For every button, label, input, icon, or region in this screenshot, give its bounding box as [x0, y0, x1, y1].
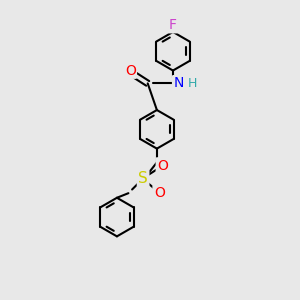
Text: O: O — [157, 159, 168, 172]
Text: H: H — [188, 77, 197, 90]
Text: S: S — [138, 171, 148, 186]
Text: F: F — [169, 18, 177, 32]
Text: O: O — [125, 64, 136, 77]
Text: O: O — [154, 186, 165, 200]
Text: N: N — [173, 76, 184, 90]
